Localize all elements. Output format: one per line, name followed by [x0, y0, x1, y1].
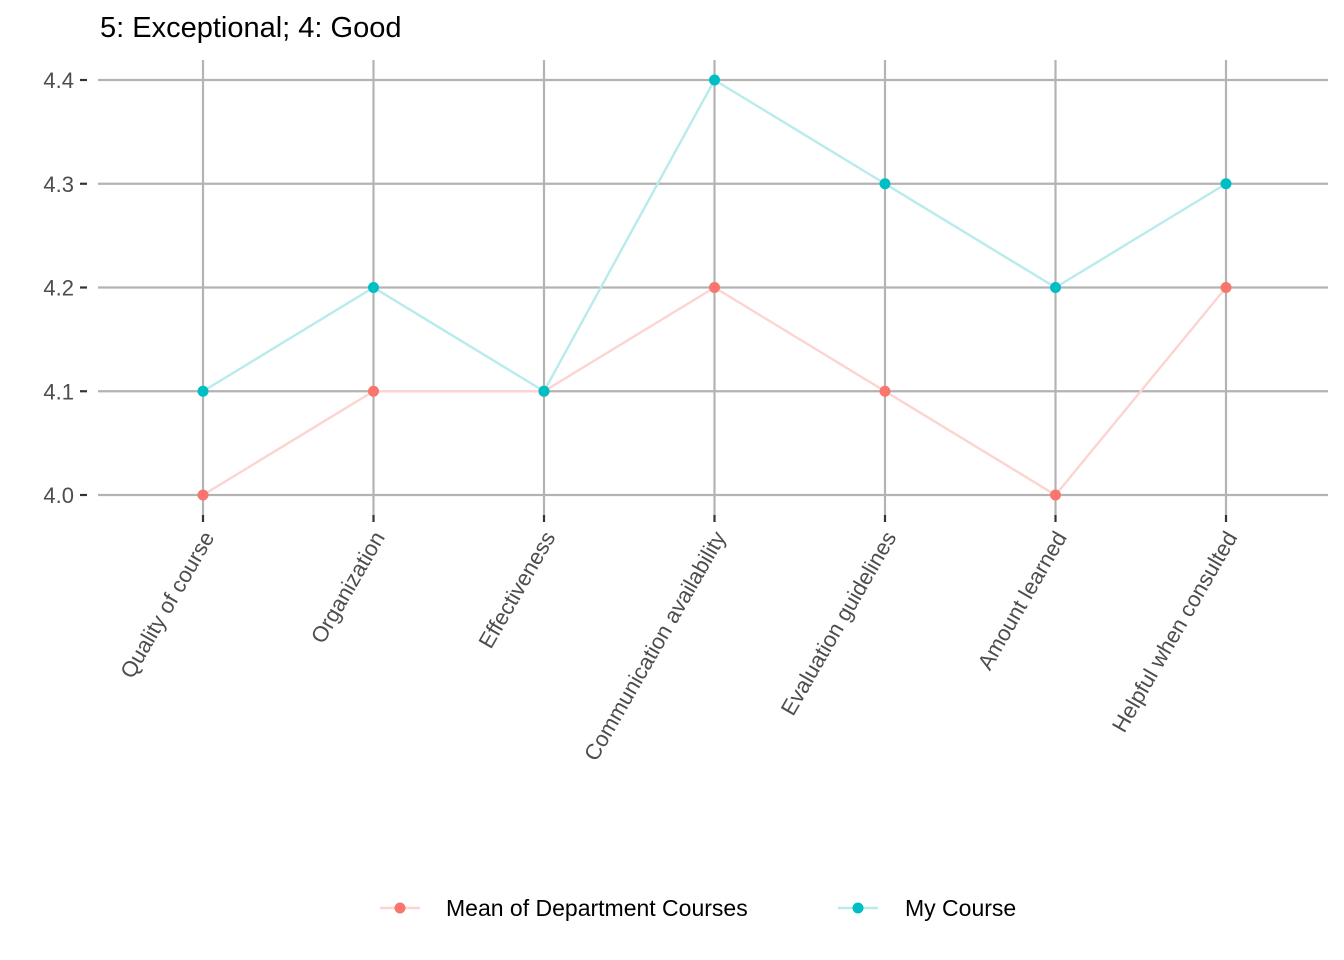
- series-0-point: [879, 385, 891, 397]
- legend: Mean of Department Courses My Course: [380, 895, 1016, 921]
- x-tick-label: Communication availability: [579, 527, 731, 765]
- series-1-point: [709, 74, 720, 86]
- x-tick-label: Evaluation guidelines: [776, 527, 902, 720]
- series-0-point: [197, 489, 209, 501]
- series-1-point: [538, 385, 550, 397]
- x-tick-label: Effectiveness: [473, 527, 560, 652]
- y-tick-label: 4.2: [43, 276, 74, 301]
- series-1-point: [368, 282, 379, 293]
- legend-label: My Course: [905, 895, 1016, 921]
- series-1-point: [1050, 282, 1061, 293]
- plot-area: [197, 74, 1232, 501]
- y-axis: 4.0 4.1 4.2 4.3 4.4: [43, 68, 87, 508]
- x-tick-label: Quality of course: [115, 527, 219, 682]
- legend-key-point: [394, 902, 406, 914]
- x-tick-label: Helpful when consulted: [1107, 527, 1242, 737]
- legend-key-point: [852, 902, 864, 914]
- series-0-point: [709, 282, 720, 293]
- series-0-point: [1050, 489, 1061, 501]
- series-1-point: [879, 178, 891, 190]
- y-tick-label: 4.0: [43, 483, 74, 508]
- x-axis: Quality of course Organization Effectivene…: [115, 515, 1242, 765]
- y-tick-label: 4.3: [43, 172, 74, 197]
- y-tick-label: 4.1: [43, 379, 74, 404]
- legend-label: Mean of Department Courses: [446, 895, 748, 921]
- chart-title: 5: Exceptional; 4: Good: [100, 12, 401, 44]
- series-1-point: [197, 385, 209, 397]
- x-tick-label: Amount learned: [973, 527, 1072, 674]
- y-tick-label: 4.4: [43, 68, 74, 93]
- series-1-point: [1220, 178, 1232, 190]
- x-tick-label: Organization: [306, 527, 390, 648]
- series-0-point: [1220, 282, 1232, 293]
- series-0-point: [368, 385, 379, 397]
